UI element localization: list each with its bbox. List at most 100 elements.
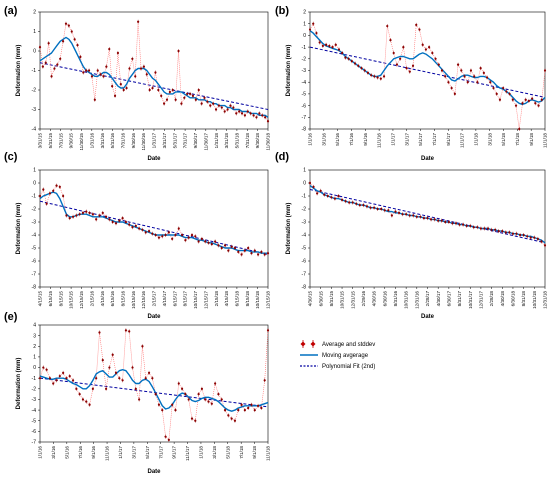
data-point [154,393,157,396]
x-tick-label: 10/31/16 [404,291,409,309]
x-tick-label: 12/31/16 [414,291,419,309]
data-point [348,201,351,204]
data-point [514,104,518,107]
x-tick-label: 7/1/16 [349,133,354,146]
data-point [511,98,514,101]
data-point [399,57,402,60]
y-tick-label: -7 [302,115,307,121]
data-point [85,400,88,403]
data-point [188,92,192,95]
x-tick-label: 1/1/16 [308,133,313,146]
data-point [341,51,344,55]
data-point [194,235,197,238]
data-point [376,207,379,211]
chart-panel-2: (c) 1 0 -1 -2 -3 -4 -5 -6 -7 -84/15/15 6/15/15 8/15/… [4,151,271,320]
x-tick-label: 3/31/15 [38,133,43,149]
data-point [38,194,42,198]
x-tick-label: 8/31/17 [457,291,462,307]
data-point [203,96,206,99]
y-axis-title: Deformation (mm) [286,45,292,97]
data-point [453,92,456,95]
x-tick-label: 4/30/17 [436,291,441,307]
data-point [145,73,148,76]
data-point [138,398,141,401]
y-tick-label: -1 [302,45,307,51]
data-point [214,108,218,111]
data-point [56,63,59,66]
data-point [534,102,537,105]
y-tick-label: 1 [303,21,306,27]
data-point [134,387,137,390]
data-point [466,81,469,84]
panel-label: (d) [275,151,289,163]
data-point [319,189,322,192]
y-axis-title: Deformation (mm) [16,203,22,255]
data-point [151,377,154,380]
data-point [148,88,151,92]
x-axis-title: Date [147,314,161,320]
y-tick-label: 1 [33,355,36,361]
data-point [447,220,450,224]
x-tick-label: 12/31/17 [479,291,484,309]
data-point [111,353,114,356]
data-point [543,244,547,247]
data-point [472,226,475,229]
data-point [62,194,65,198]
data-point [93,98,96,101]
data-point [44,61,47,64]
y-tick-label: -6 [32,259,37,265]
data-point [469,69,473,72]
data-point [47,42,50,45]
panel-label: (b) [275,5,289,17]
y-tick-label: 0 [303,181,306,187]
data-point [99,73,102,76]
x-tick-label: 7/31/15 [58,133,63,149]
data-point [358,204,361,207]
data-point [111,220,114,224]
data-point [240,403,243,406]
data-point [87,69,91,72]
data-point [151,232,154,235]
x-tick-label: 7/1/18 [239,446,244,459]
data-point [437,63,440,66]
x-tick-label: 9/1/17 [446,133,451,146]
data-point [494,228,497,231]
x-tick-label: 8/15/18 [245,291,250,307]
data-point [204,398,207,401]
data-point [65,377,68,380]
data-point [255,116,258,119]
data-point [75,214,78,217]
data-point [397,211,401,214]
data-point [266,120,270,123]
data-point [383,209,386,212]
x-tick-label: 11/30/17 [203,133,208,151]
data-point [194,419,197,422]
data-point [207,400,210,403]
data-point [355,202,358,205]
data-point [45,202,48,205]
data-point [315,31,318,35]
data-point [415,23,418,26]
data-point [217,393,220,396]
x-tick-label: 4/30/16 [372,291,377,307]
data-point [177,227,180,230]
plot-frame [39,11,269,130]
data-point [210,402,213,405]
data-point [362,204,365,207]
y-axis-title: Deformation (mm) [16,45,22,97]
x-tick-label: 2/28/18 [489,291,494,307]
data-point [485,76,489,79]
data-point [334,43,337,46]
x-tick-label: 12/15/15 [79,291,84,309]
data-point [139,67,143,70]
data-point [308,28,312,31]
data-point [79,55,82,58]
data-point [253,408,256,412]
data-point [41,65,44,68]
data-point [151,86,154,90]
data-point [253,249,256,252]
x-tick-label: 5/1/17 [145,446,150,459]
data-point [263,253,266,256]
data-point [505,90,508,93]
